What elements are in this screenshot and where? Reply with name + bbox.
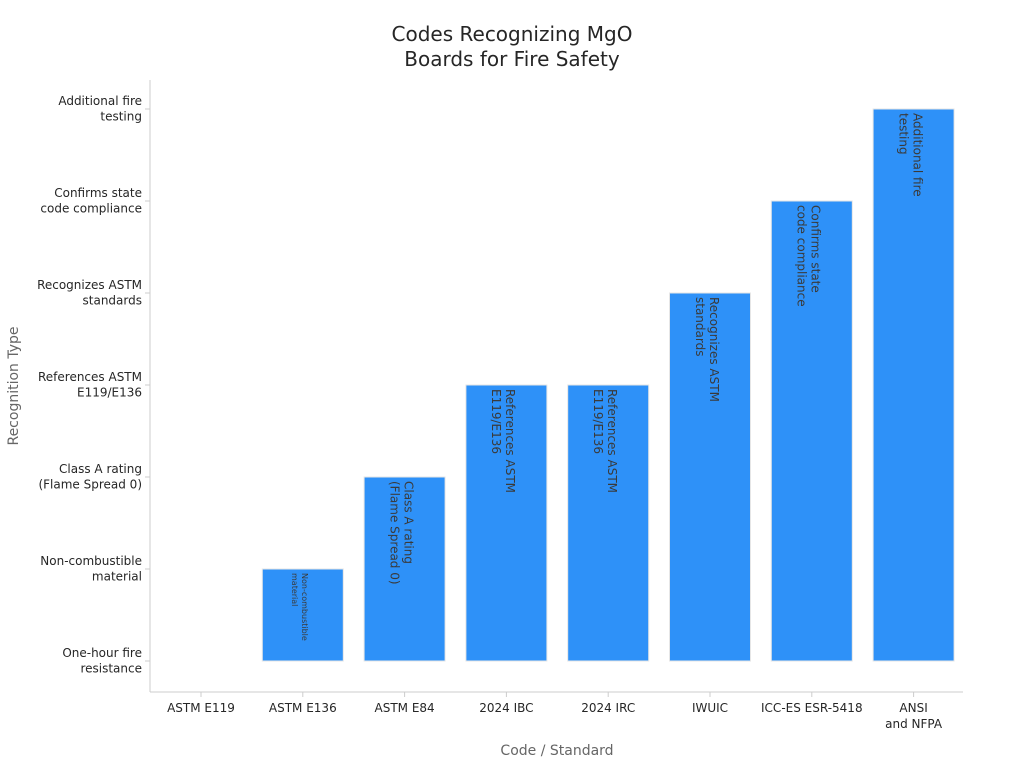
bar <box>770 200 853 662</box>
bar <box>465 384 548 662</box>
bar-value-label: Confirms statecode compliance <box>795 205 823 307</box>
x-axis-label: Code / Standard <box>500 743 613 759</box>
y-tick-label: One-hour fire resistance <box>62 646 142 676</box>
y-tick-label: Class A rating (Flame Spread 0) <box>38 462 142 492</box>
y-tick-label: References ASTM E119/E136 <box>38 370 142 400</box>
x-tick-label: 2024 IBC <box>479 701 533 715</box>
y-tick-label: Additional fire testing <box>58 94 142 124</box>
y-tick-label: Recognizes ASTM standards <box>37 278 142 308</box>
bar-value-label: Non-combustiblematerial <box>290 573 309 641</box>
bar <box>363 476 446 662</box>
bar-value-label: Class A rating(Flame Spread 0) <box>387 481 415 585</box>
x-tick-label: ASTM E84 <box>375 701 435 715</box>
bar-value-label: Additional firetesting <box>896 113 924 197</box>
y-tick-label: Non-combustible material <box>40 554 142 584</box>
bar <box>669 292 751 662</box>
bar-value-label: Recognizes ASTMstandards <box>693 297 721 402</box>
y-axis-label: Recognition Type <box>6 326 22 445</box>
x-tick-label: ICC-ES ESR-5418 <box>761 701 863 715</box>
x-tick-label: ANSI and NFPA <box>885 701 943 731</box>
bar <box>567 384 650 662</box>
bar <box>261 568 344 662</box>
chart-title: Codes Recognizing MgO Boards for Fire Saf… <box>392 22 633 71</box>
bar-value-label: References ASTME119/E136 <box>489 389 517 493</box>
bar <box>872 108 955 662</box>
bar-value-label: References ASTME119/E136 <box>591 389 619 493</box>
x-tick-label: ASTM E136 <box>269 701 337 715</box>
x-tick-label: 2024 IRC <box>581 701 635 715</box>
x-tick-label: ASTM E119 <box>167 701 235 715</box>
y-tick-label: Confirms state code compliance <box>40 186 142 216</box>
x-tick-label: IWUIC <box>692 701 728 715</box>
